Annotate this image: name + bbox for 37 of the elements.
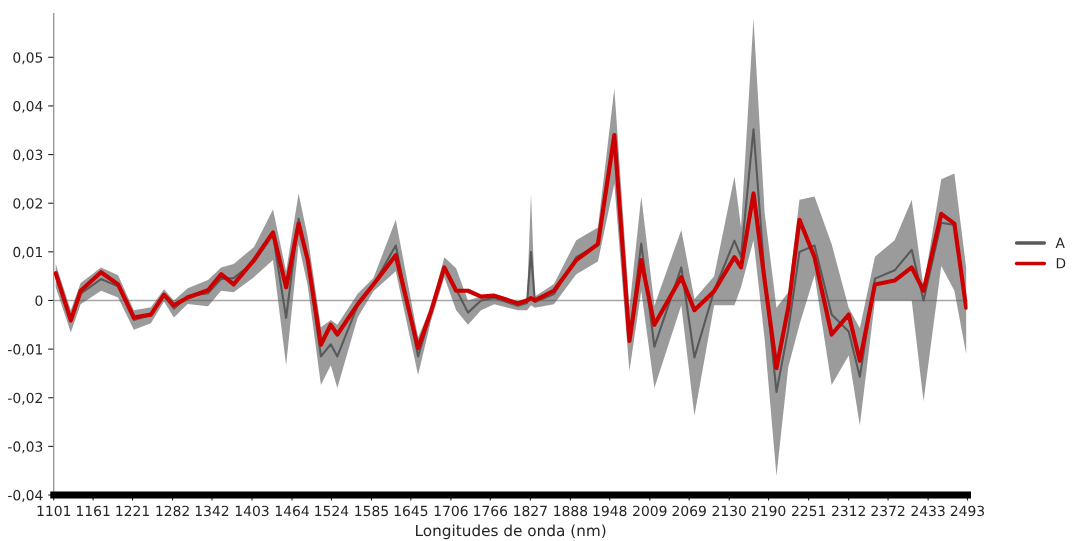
y-tick-label: 0,04: [13, 100, 43, 113]
y-tick-label: 0: [35, 295, 43, 306]
x-tick-label: 2312: [832, 505, 865, 517]
x-tick-label: 2009: [633, 505, 667, 517]
x-tick-label: 2433: [911, 505, 945, 517]
x-tick-label: 1524: [315, 505, 349, 517]
y-tick-label: 0,05: [13, 52, 43, 65]
y-tick-label: 0,01: [13, 246, 43, 259]
y-tick-label: 0,03: [13, 149, 43, 162]
x-tick-label: 1101: [37, 505, 71, 517]
x-tick-label: 1221: [116, 505, 149, 516]
y-tick-label: -0,04: [8, 489, 43, 502]
x-tick-label: 2069: [672, 505, 706, 517]
x-tick-label: 1161: [76, 505, 110, 517]
x-tick-label: 2493: [950, 505, 985, 517]
legend-label: A: [1055, 237, 1065, 248]
x-tick-label: 1827: [514, 505, 547, 517]
y-tick-label: -0,03: [8, 441, 43, 454]
x-tick-label: 2130: [712, 505, 746, 517]
x-tick-label: 1403: [235, 505, 269, 517]
y-tick-label: -0,01: [8, 344, 43, 356]
x-tick-label: 1645: [394, 505, 428, 517]
x-axis-title: Longitudes de onda (nm): [416, 524, 606, 540]
y-tick-label: 0,02: [13, 198, 42, 211]
x-tick-label: 1706: [434, 505, 468, 517]
x-tick-label: 1888: [554, 505, 588, 517]
x-tick-label: 2190: [751, 505, 786, 517]
x-tick-label: 2251: [791, 505, 826, 517]
x-tick-label: 1342: [195, 505, 229, 517]
x-tick-label: 1585: [355, 505, 388, 517]
legend-label: D: [1056, 258, 1066, 269]
x-tick-label: 1766: [474, 505, 508, 517]
x-tick-label: 1948: [593, 505, 627, 517]
x-tick-label: 1464: [275, 505, 309, 517]
y-tick-label: -0,02: [8, 392, 42, 405]
x-tick-label: 1282: [156, 505, 189, 517]
x-tick-label: 2372: [871, 505, 905, 517]
